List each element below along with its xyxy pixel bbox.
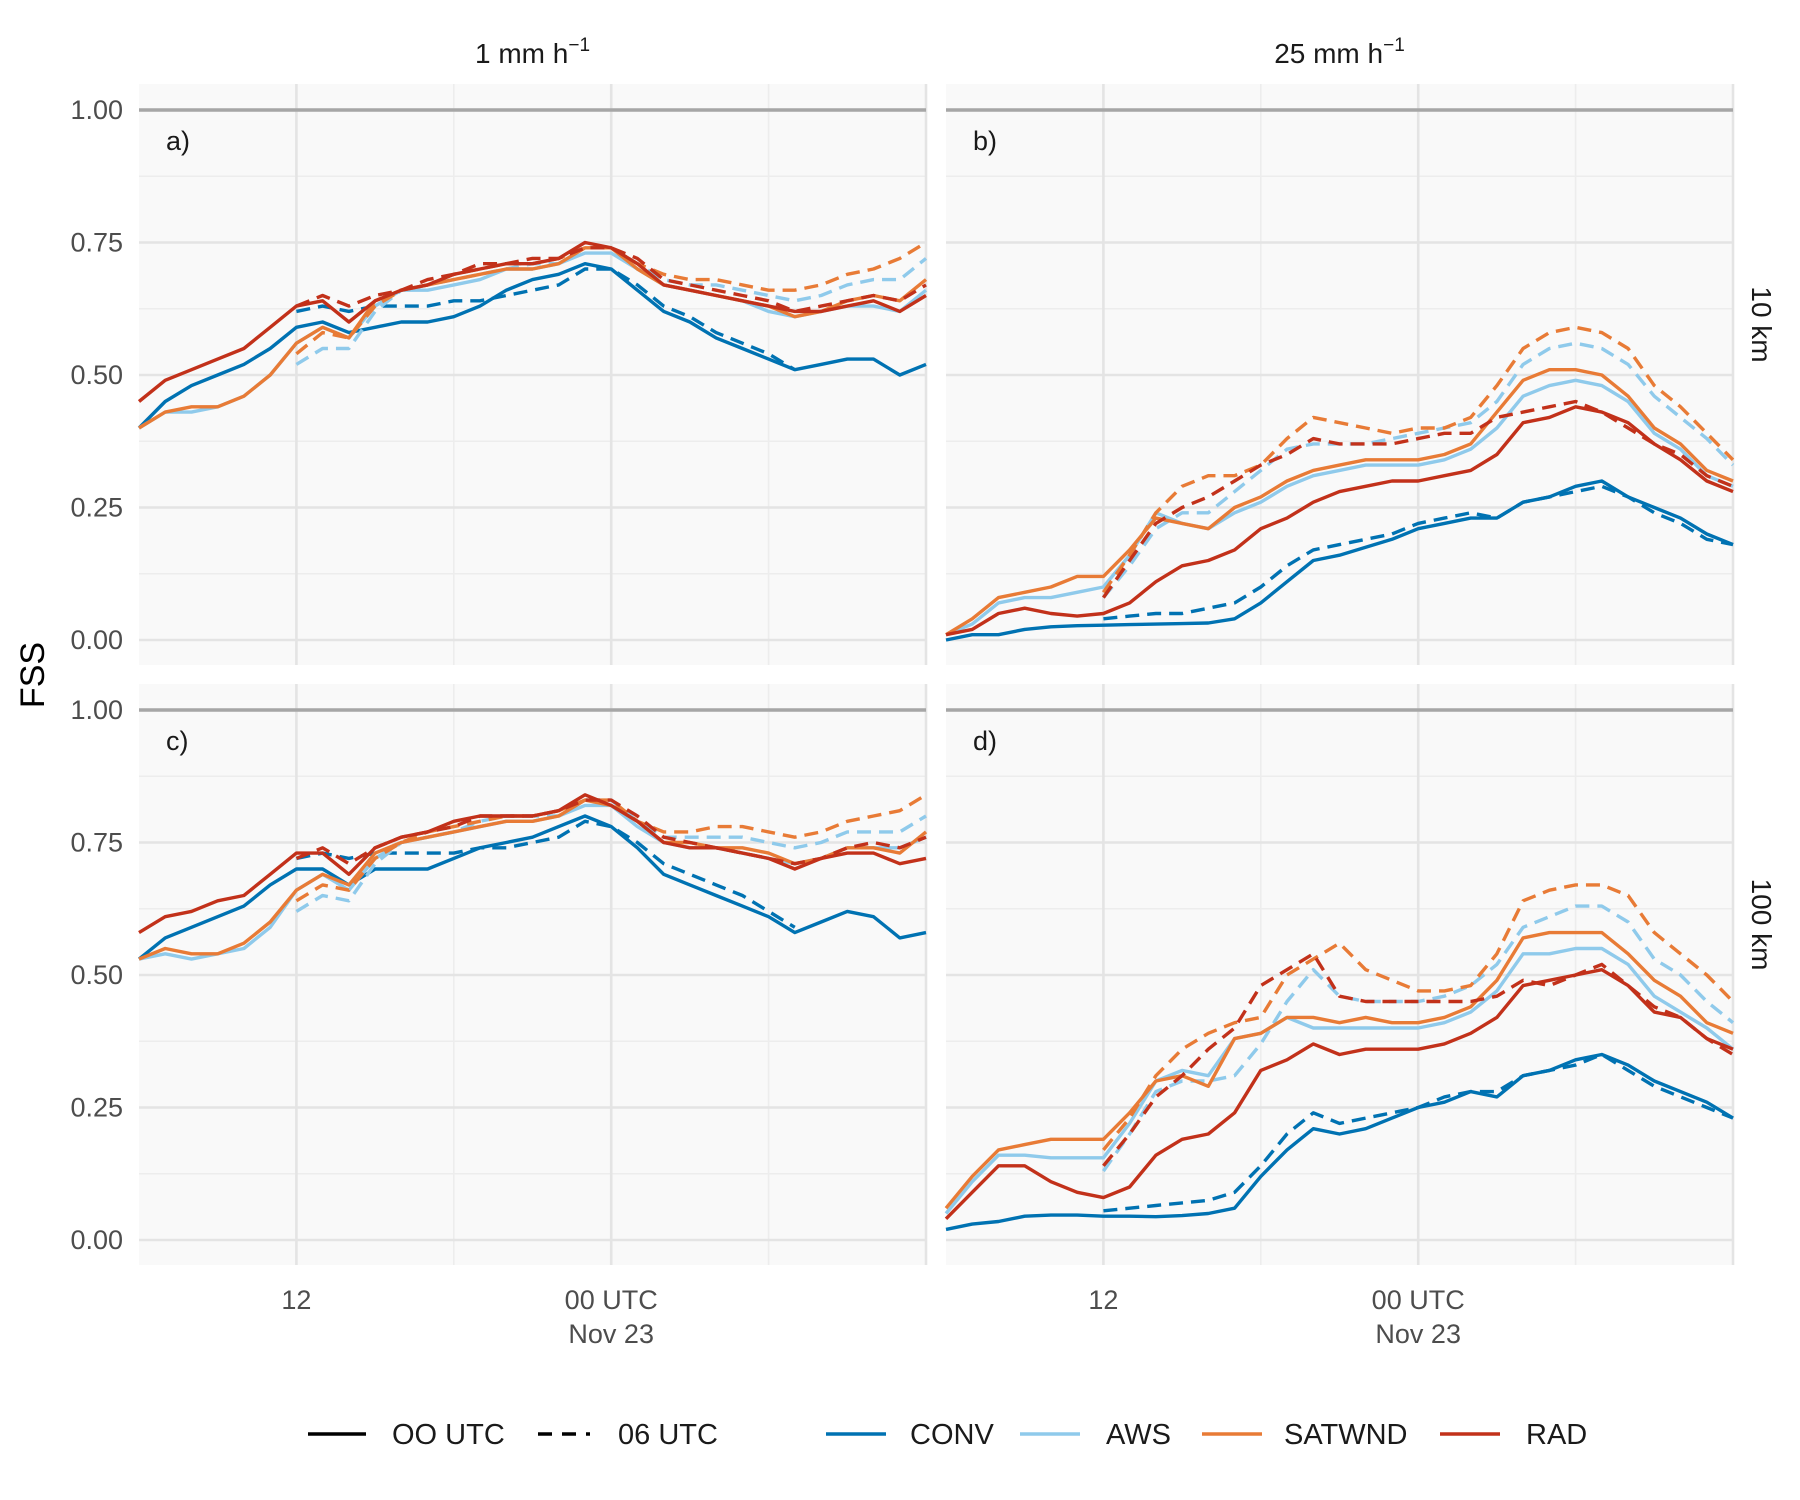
y-tick-label: 0.25 — [70, 493, 123, 523]
legend: OO UTC 06 UTC CONV AWS SATWND RAD — [308, 1419, 1587, 1451]
panel-tag: b) — [973, 126, 997, 156]
series-conv-00-utc — [945, 479, 1734, 642]
x-tick-label: 00 UTC — [565, 1285, 658, 1315]
legend-label: 06 UTC — [618, 1419, 718, 1451]
series-conv-06-utc — [1103, 1052, 1734, 1213]
strip-label-exponent: −1 — [568, 35, 590, 56]
x-tick-sublabel: Nov 23 — [568, 1319, 654, 1349]
column-strip-label: 25 mm h−1 — [1274, 35, 1405, 69]
y-tick-label: 0.25 — [70, 1093, 123, 1123]
series-rad-00-utc — [944, 968, 1734, 1220]
x-tick-label: 00 UTC — [1372, 1285, 1465, 1315]
panel-tag: c) — [166, 726, 189, 756]
series-rad-06-utc — [295, 246, 927, 314]
y-tick-label: 0.00 — [70, 1225, 123, 1255]
y-tick-label: 0.75 — [70, 228, 123, 258]
series-aws-00-utc — [944, 946, 1735, 1215]
series-conv-00-utc — [945, 1052, 1734, 1232]
y-tick-label: 1.00 — [70, 95, 123, 125]
series-satwnd-00-utc — [945, 368, 1734, 637]
panel-tag: d) — [973, 726, 997, 756]
strip-label-exponent: −1 — [1383, 35, 1405, 56]
column-strip-label: 1 mm h−1 — [475, 35, 590, 69]
y-tick-label: 0.00 — [70, 625, 123, 655]
legend-label: SATWND — [1284, 1419, 1408, 1451]
series-satwnd-06-utc — [1102, 883, 1735, 1151]
y-tick-label: 0.50 — [70, 360, 123, 390]
series-aws-00-utc — [945, 378, 1734, 637]
y-tick-label: 0.75 — [70, 828, 123, 858]
panel-c: c) 0.00 0.25 0.50 0.75 1.00 12 00 UTC Nov 23 — [70, 684, 928, 1349]
series-conv-06-utc — [296, 267, 796, 372]
series-aws-06-utc — [1102, 341, 1735, 599]
panels: a) 0.00 0.25 0.50 0.75 1.00 1 mm h−1 b) 25 mm h−… — [70, 35, 1777, 1349]
panel-b: b) 25 mm h−1 10 km — [945, 35, 1777, 665]
panel-d: d) 12 00 UTC Nov 23 100 km — [944, 684, 1777, 1349]
y-tick-label: 1.00 — [70, 695, 123, 725]
series-rad-00-utc — [137, 240, 927, 403]
series-conv-06-utc — [1103, 484, 1734, 621]
panel-tag: a) — [166, 126, 190, 156]
row-strip-label: 100 km — [1746, 879, 1777, 971]
series-satwnd-00-utc — [944, 930, 1734, 1210]
y-tick-label: 0.50 — [70, 960, 123, 990]
series-conv-00-utc — [137, 814, 927, 961]
legend-label: RAD — [1526, 1419, 1587, 1451]
series-rad-06-utc — [1102, 399, 1734, 599]
series-rad-00-utc — [945, 405, 1734, 637]
x-tick-label: 12 — [1088, 1285, 1118, 1315]
row-strip-label: 10 km — [1746, 286, 1777, 362]
series-rad-06-utc — [1102, 952, 1734, 1167]
x-tick-sublabel: Nov 23 — [1375, 1319, 1461, 1349]
legend-label: OO UTC — [392, 1419, 505, 1451]
panel-a: a) 0.00 0.25 0.50 0.75 1.00 1 mm h−1 — [70, 35, 928, 665]
y-axis-title: FSS — [14, 642, 52, 708]
legend-label: AWS — [1106, 1419, 1171, 1451]
series-rad-06-utc — [295, 798, 927, 866]
legend-label: CONV — [910, 1419, 994, 1451]
series-conv-06-utc — [296, 819, 796, 929]
series-satwnd-00-utc — [138, 246, 928, 430]
series-satwnd-06-utc — [1102, 325, 1735, 594]
x-tick-label: 12 — [281, 1285, 311, 1315]
